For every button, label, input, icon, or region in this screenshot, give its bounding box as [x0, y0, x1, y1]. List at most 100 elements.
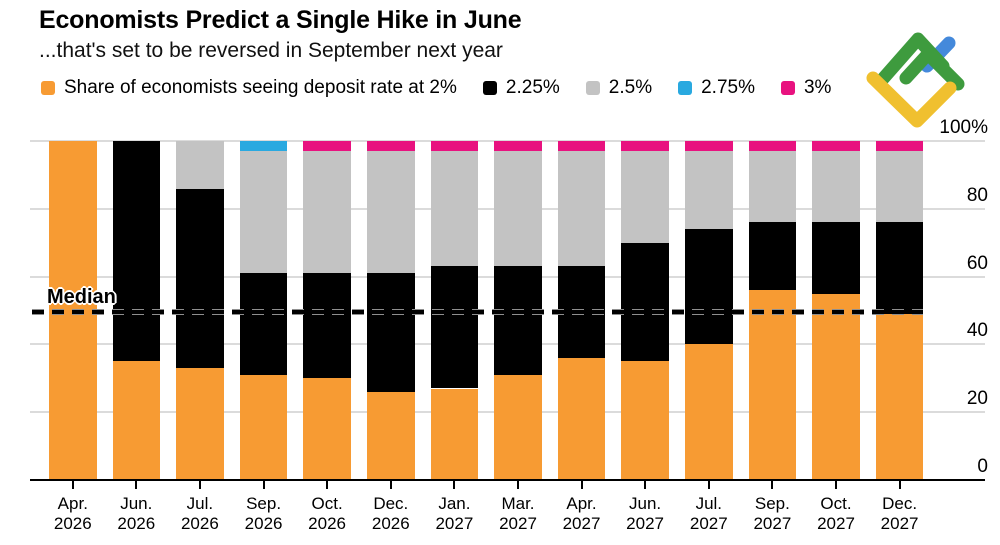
legend-swatch-2-75pct-icon [678, 81, 693, 95]
legend-swatch-3pct-icon [780, 81, 795, 95]
x-label-Jun2026: Jun. 2026 [117, 494, 156, 533]
x-label-Apr2027: Apr. 2027 [562, 494, 601, 533]
bar-segment-Sep2027-2% [748, 290, 797, 480]
bar-segment-Oct2026-2% [303, 378, 351, 480]
bar-segment-Mar2027-3% [494, 141, 542, 152]
bar-segment-Jul2027-2.5% [685, 151, 733, 230]
y-label-60: 60 [966, 252, 988, 274]
bar-segment-Dec2026-2% [367, 391, 415, 480]
bar-segment-Jan2027-2.5% [430, 151, 479, 267]
x-label-Apr2026: Apr. 2026 [53, 494, 92, 533]
legend-item-3pct: 3% [780, 77, 832, 99]
x-tick-Jul2027 [707, 481, 710, 489]
bar-segment-Oct2027-2.5% [812, 151, 860, 223]
median-dashed-line [32, 310, 923, 315]
chart-title: Economists Predict a Single Hike in June [39, 6, 522, 34]
x-tick-Jun2026 [135, 481, 138, 489]
x-tick-Apr2026 [71, 481, 74, 489]
legend-item-2-5pct: 2.5% [585, 77, 653, 99]
bar-segment-Mar2027-2.5% [494, 151, 542, 267]
y-label-20: 20 [966, 388, 988, 410]
bar-segment-Sep2026-2.5% [239, 151, 288, 274]
y-label-100: 100% [939, 117, 988, 138]
legend-label-3pct: 3% [803, 77, 832, 98]
x-tick-Sep2026 [262, 481, 265, 489]
bar-segment-Apr2027-2% [557, 358, 606, 480]
legend-label-2-25pct: 2.25% [505, 77, 560, 98]
legend-swatch-2-25pct-icon [482, 81, 497, 95]
y-label-40: 40 [966, 320, 988, 342]
y-label-80: 80 [966, 184, 988, 206]
bar-segment-Dec2027-3% [875, 141, 924, 152]
y-label-0: 0 [977, 456, 988, 477]
x-tick-Dec2027 [898, 481, 901, 489]
bar-segment-Sep2026-2% [239, 374, 288, 480]
x-tick-Jan2027 [453, 481, 456, 489]
bar-segment-Apr2027-2.5% [557, 151, 606, 267]
legend-label-2-5pct: 2.5% [608, 77, 653, 98]
bar-segment-Jun2027-3% [621, 141, 669, 152]
x-label-Jul2027: Jul. 2027 [689, 494, 728, 533]
bar-segment-Dec2026-3% [367, 141, 415, 152]
bar-segment-Jun2026-2% [112, 361, 161, 481]
x-label-Sep2026: Sep. 2026 [244, 494, 283, 533]
bar-segment-Jan2027-2% [430, 388, 479, 480]
brand-logo-icon [866, 32, 965, 128]
x-label-Oct2027: Oct. 2027 [817, 494, 855, 533]
bar-segment-Dec2027-2.25% [875, 222, 924, 314]
bar-segment-Oct2027-2% [812, 293, 860, 480]
median-label: Median [47, 286, 116, 308]
chart-subtitle: ...that's set to be reversed in Septembe… [39, 39, 503, 62]
bar-segment-Jun2027-2.25% [621, 242, 669, 362]
bar-segment-Jun2027-2% [621, 361, 669, 481]
bar-segment-Jul2027-3% [685, 141, 733, 152]
x-tick-Dec2026 [389, 481, 392, 489]
x-label-Jan2027: Jan. 2027 [435, 494, 474, 533]
bar-segment-Oct2027-3% [812, 141, 860, 152]
x-tick-Jul2026 [198, 481, 201, 489]
bar-segment-Jul2027-2.25% [685, 229, 733, 345]
bar-segment-Sep2026-2.75% [239, 141, 288, 152]
x-tick-Apr2027 [580, 481, 583, 489]
bar-segment-Mar2027-2% [494, 374, 542, 480]
bar-segment-Jan2027-3% [430, 141, 479, 152]
legend-swatch-2-5pct-icon [585, 81, 600, 95]
x-label-Dec2027: Dec. 2027 [880, 494, 919, 533]
bar-segment-Sep2027-2.5% [748, 151, 797, 223]
bar-segment-Jul2026-2% [176, 368, 224, 480]
legend-swatch-2pct-icon [41, 81, 55, 95]
bar-segment-Oct2026-2.25% [303, 273, 351, 379]
x-label-Mar2027: Mar. 2027 [499, 494, 537, 533]
bar-segment-Jul2027-2% [685, 344, 733, 480]
bar-segment-Mar2027-2.25% [494, 266, 542, 375]
logo-yellow-stroke [866, 71, 957, 128]
bar-segment-Sep2027-3% [748, 141, 797, 152]
legend-label-2-75pct: 2.75% [701, 77, 755, 98]
bar-segment-Apr2027-3% [557, 141, 606, 152]
bar-segment-Jun2026-2.25% [112, 141, 161, 362]
x-axis-line [30, 479, 985, 481]
legend-item-2pct: Share of economists seeing deposit rate … [41, 77, 457, 99]
bar-segment-Jul2026-2.25% [176, 188, 224, 369]
x-tick-Mar2027 [517, 481, 519, 489]
bar-segment-Oct2026-2.5% [303, 151, 351, 274]
x-label-Jul2026: Jul. 2026 [180, 494, 219, 533]
bar-segment-Dec2026-2.25% [367, 273, 415, 392]
bar-segment-Sep2026-2.25% [239, 273, 288, 375]
logo-green-stroke-2 [899, 47, 965, 91]
x-label-Jun2027: Jun. 2027 [626, 494, 664, 533]
legend-item-2-25pct: 2.25% [482, 77, 560, 99]
x-label-Sep2027: Sep. 2027 [753, 494, 792, 533]
x-label-Oct2026: Oct. 2026 [308, 494, 346, 533]
legend-item-2-75pct: 2.75% [678, 77, 755, 99]
bar-segment-Dec2027-2.5% [875, 151, 924, 223]
bar-segment-Oct2027-2.25% [812, 222, 860, 294]
x-label-Dec2026: Dec. 2026 [371, 494, 410, 533]
bar-segment-Dec2027-2% [875, 313, 924, 480]
bar-segment-Dec2026-2.5% [367, 151, 415, 274]
x-tick-Jun2027 [644, 481, 647, 489]
legend-label-2pct: Share of economists seeing deposit rate … [64, 77, 457, 98]
x-tick-Oct2026 [326, 481, 329, 489]
